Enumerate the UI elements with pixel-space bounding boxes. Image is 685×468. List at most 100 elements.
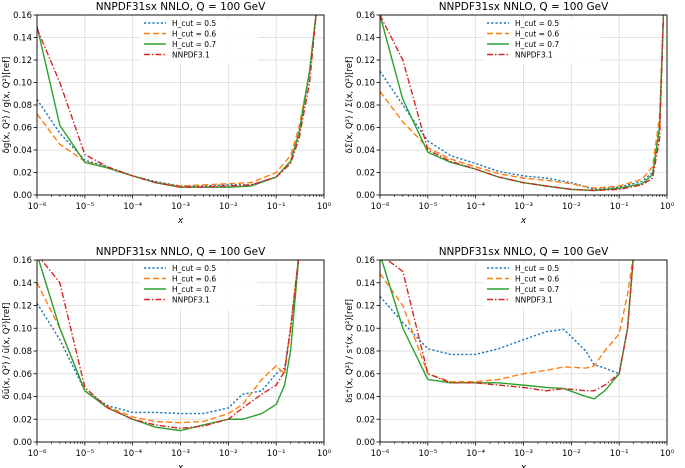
chart-title: NNPDF31sx NNLO, Q = 100 GeV [96,1,266,13]
x-tick-label: 10⁻⁴ [123,202,142,212]
x-tick-label: 10⁻² [562,449,581,459]
legend-label-2: H_cut = 0.6 [172,30,216,39]
y-tick-label: 0.14 [13,34,32,44]
y-tick-label: 0.04 [13,146,32,156]
plot-frame [36,259,325,443]
x-tick-label: 10⁻⁶ [371,202,390,212]
series-line-3 [381,260,634,400]
x-tick-label: 10⁰ [660,202,675,212]
legend-label-3: H_cut = 0.7 [172,40,216,49]
x-axis-label: x [177,463,184,468]
legend-label-3: H_cut = 0.7 [515,40,559,49]
x-tick-label: 10⁻³ [171,449,190,459]
x-tick-label: 10⁻⁴ [466,449,485,459]
x-tick-label: 10⁻⁶ [371,449,390,459]
x-tick-label: 10⁻⁴ [466,202,485,212]
x-axis-label: x [520,216,527,226]
y-tick-label: 0.12 [356,302,375,312]
chart-title: NNPDF31sx NNLO, Q = 100 GeV [439,246,609,258]
x-tick-label: 10⁰ [317,202,332,212]
x-tick-label: 10⁻⁴ [123,449,142,459]
y-tick-label: 0.14 [13,279,32,289]
series-line-4 [40,260,300,430]
y-axis-label: δū(x, Q²) / ū(x, Q²)[ref] [2,303,12,400]
chart-panel-3: 10⁻⁶ 10⁻⁵ 10⁻⁴ 10⁻³ 10⁻² 10⁻¹ 10⁰ 0.00 0.02 0.04 0… [2,246,332,468]
y-tick-label: 0.12 [13,302,32,312]
legend-label-3: H_cut = 0.7 [172,285,216,294]
y-tick-label: 0.04 [13,393,32,403]
y-tick-label: 0.04 [356,146,375,156]
y-axis-label: δΣ(x, Q²) / Σ(x, Q²)[ref] [345,57,355,154]
y-tick-label: 0.04 [356,393,375,403]
x-tick-label: 10⁻¹ [267,202,286,212]
y-axis-label: δs⁺(x, Q²) / s⁺(x, Q²)[ref] [345,299,355,403]
chart-panel-1: 10⁻⁶ 10⁻⁵ 10⁻⁴ 10⁻³ 10⁻² 10⁻¹ 10⁰ 0.00 0.02 0.04 0… [2,1,332,226]
x-tick-label: 10⁻¹ [610,202,629,212]
series-line-1 [37,260,300,415]
y-tick-label: 0.02 [13,415,32,425]
y-tick-label: 0.02 [13,169,32,179]
series-line-1 [37,15,317,187]
legend-label-1: H_cut = 0.5 [172,264,216,273]
x-tick-label: 10⁻⁵ [75,449,94,459]
y-tick-label: 0.08 [13,347,32,357]
series-line-4 [380,15,665,192]
y-tick-label: 0.10 [356,79,375,89]
x-tick-label: 10⁻¹ [610,449,629,459]
legend-label-4: NNPDF3.1 [172,51,210,60]
series-line-4 [386,260,634,392]
y-tick-label: 0.00 [356,438,375,448]
y-tick-label: 0.06 [356,124,375,134]
x-axis-label: x [177,216,184,226]
legend-label-2: H_cut = 0.6 [515,30,559,39]
y-tick-label: 0.10 [13,324,32,334]
legend-label-1: H_cut = 0.5 [515,19,559,28]
plot-frame [379,14,668,196]
x-tick-label: 10⁻⁵ [75,202,94,212]
y-tick-label: 0.00 [356,191,375,201]
y-tick-label: 0.06 [13,370,32,380]
x-tick-label: 10⁰ [317,449,332,459]
y-tick-label: 0.00 [13,438,32,448]
y-tick-label: 0.16 [356,256,375,266]
y-tick-label: 0.12 [13,56,32,66]
y-tick-label: 0.06 [356,370,375,380]
legend-box [483,18,601,64]
legend-label-2: H_cut = 0.6 [172,275,216,284]
y-tick-label: 0.08 [356,347,375,357]
legend-label-1: H_cut = 0.5 [172,19,216,28]
y-tick-label: 0.14 [356,279,375,289]
x-axis-label: x [520,463,527,468]
chart-title: NNPDF31sx NNLO, Q = 100 GeV [439,1,609,13]
x-tick-label: 10⁻⁶ [28,202,47,212]
chart-title: NNPDF31sx NNLO, Q = 100 GeV [96,246,266,258]
y-axis-label: δg(x, Q²) / g(x, Q²)[ref] [2,57,12,154]
legend-label-3: H_cut = 0.7 [515,285,559,294]
y-tick-label: 0.14 [356,34,375,44]
series-line-2 [37,15,317,187]
series-line-3 [37,15,317,188]
y-tick-label: 0.10 [13,79,32,89]
x-tick-label: 10⁻⁵ [418,202,437,212]
series-line-2 [380,15,665,189]
plot-frame [379,259,668,443]
y-tick-label: 0.16 [13,11,32,21]
plot-frame [36,14,325,196]
x-tick-label: 10⁻² [219,202,238,212]
chart-panel-2: 10⁻⁶ 10⁻⁵ 10⁻⁴ 10⁻³ 10⁻² 10⁻¹ 10⁰ 0.00 0.02 0.04 0… [345,1,675,226]
series-line-1 [380,260,634,375]
y-tick-label: 0.06 [13,124,32,134]
legend-label-4: NNPDF3.1 [515,296,553,305]
x-tick-label: 10⁰ [660,449,675,459]
y-tick-label: 0.00 [13,191,32,201]
y-tick-label: 0.10 [356,324,375,334]
y-tick-label: 0.08 [13,101,32,111]
x-tick-label: 10⁻³ [514,449,533,459]
x-tick-label: 10⁻³ [514,202,533,212]
series-line-3 [38,260,300,432]
y-tick-label: 0.02 [356,169,375,179]
legend-box [483,263,601,309]
y-tick-label: 0.16 [13,256,32,266]
y-tick-label: 0.12 [356,56,375,66]
